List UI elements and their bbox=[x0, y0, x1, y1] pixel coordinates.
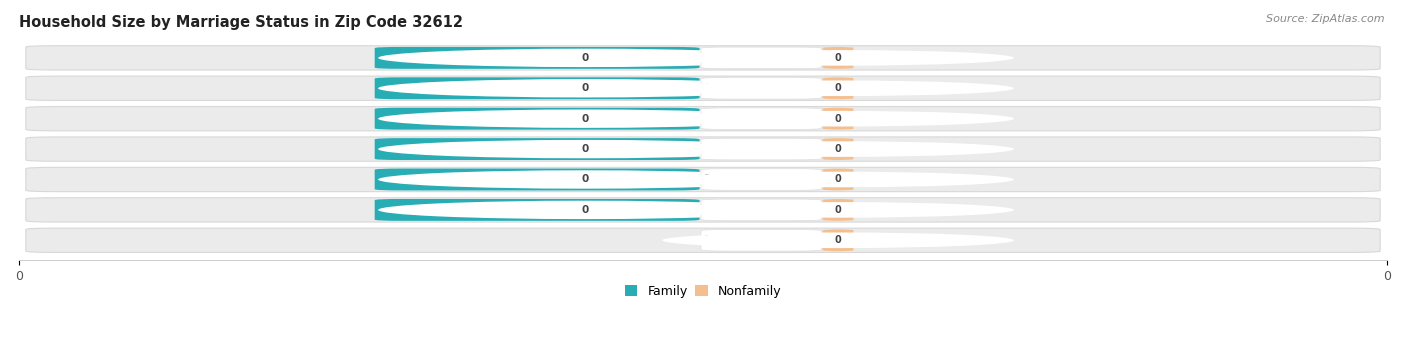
Text: 0: 0 bbox=[835, 53, 841, 63]
FancyBboxPatch shape bbox=[25, 228, 1381, 253]
Text: 5-Person Households: 5-Person Households bbox=[704, 114, 818, 124]
Circle shape bbox=[378, 109, 792, 128]
Text: Source: ZipAtlas.com: Source: ZipAtlas.com bbox=[1267, 14, 1385, 23]
FancyBboxPatch shape bbox=[823, 77, 853, 99]
FancyBboxPatch shape bbox=[702, 230, 821, 251]
Text: 0: 0 bbox=[835, 174, 841, 185]
Circle shape bbox=[662, 233, 1014, 248]
Circle shape bbox=[662, 50, 1014, 66]
FancyBboxPatch shape bbox=[374, 138, 700, 160]
FancyBboxPatch shape bbox=[823, 47, 853, 69]
Text: 0: 0 bbox=[581, 174, 589, 185]
FancyBboxPatch shape bbox=[823, 108, 853, 130]
Circle shape bbox=[662, 172, 1014, 187]
FancyBboxPatch shape bbox=[25, 76, 1381, 100]
Circle shape bbox=[378, 140, 792, 158]
Text: 0: 0 bbox=[835, 235, 841, 245]
FancyBboxPatch shape bbox=[374, 199, 700, 221]
Text: 0: 0 bbox=[835, 114, 841, 124]
FancyBboxPatch shape bbox=[702, 138, 821, 160]
FancyBboxPatch shape bbox=[374, 169, 700, 190]
FancyBboxPatch shape bbox=[25, 106, 1381, 131]
Legend: Family, Nonfamily: Family, Nonfamily bbox=[620, 279, 786, 303]
FancyBboxPatch shape bbox=[374, 47, 700, 69]
Text: 0: 0 bbox=[581, 53, 589, 63]
Circle shape bbox=[662, 81, 1014, 96]
Circle shape bbox=[378, 201, 792, 219]
Text: 0: 0 bbox=[835, 83, 841, 93]
Text: 4-Person Households: 4-Person Households bbox=[704, 144, 818, 154]
FancyBboxPatch shape bbox=[25, 198, 1381, 222]
FancyBboxPatch shape bbox=[823, 169, 853, 190]
FancyBboxPatch shape bbox=[25, 137, 1381, 161]
FancyBboxPatch shape bbox=[25, 167, 1381, 192]
Text: 1-Person Households: 1-Person Households bbox=[704, 235, 818, 245]
FancyBboxPatch shape bbox=[702, 169, 821, 190]
Circle shape bbox=[662, 111, 1014, 126]
Text: 0: 0 bbox=[835, 144, 841, 154]
FancyBboxPatch shape bbox=[823, 230, 853, 251]
Text: 2-Person Households: 2-Person Households bbox=[704, 205, 818, 215]
Circle shape bbox=[378, 79, 792, 98]
Text: 0: 0 bbox=[835, 205, 841, 215]
Circle shape bbox=[378, 170, 792, 189]
FancyBboxPatch shape bbox=[823, 199, 853, 221]
Text: 0: 0 bbox=[581, 114, 589, 124]
FancyBboxPatch shape bbox=[702, 47, 821, 69]
FancyBboxPatch shape bbox=[702, 108, 821, 130]
Text: 3-Person Households: 3-Person Households bbox=[704, 174, 818, 185]
Text: 7+ Person Households: 7+ Person Households bbox=[700, 53, 823, 63]
FancyBboxPatch shape bbox=[374, 77, 700, 99]
FancyBboxPatch shape bbox=[25, 46, 1381, 70]
FancyBboxPatch shape bbox=[374, 108, 700, 130]
FancyBboxPatch shape bbox=[823, 138, 853, 160]
Circle shape bbox=[378, 49, 792, 67]
Circle shape bbox=[662, 141, 1014, 157]
Text: 0: 0 bbox=[581, 83, 589, 93]
FancyBboxPatch shape bbox=[702, 199, 821, 221]
Text: 6-Person Households: 6-Person Households bbox=[704, 83, 818, 93]
Circle shape bbox=[662, 202, 1014, 218]
Text: 0: 0 bbox=[581, 144, 589, 154]
Text: 0: 0 bbox=[581, 205, 589, 215]
FancyBboxPatch shape bbox=[702, 78, 821, 99]
Text: Household Size by Marriage Status in Zip Code 32612: Household Size by Marriage Status in Zip… bbox=[20, 15, 463, 30]
